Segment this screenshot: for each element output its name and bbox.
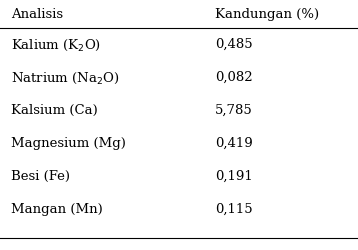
Text: Kalium (K$_2$O): Kalium (K$_2$O) bbox=[11, 38, 101, 53]
Text: Kandungan (%): Kandungan (%) bbox=[215, 8, 319, 21]
Text: Magnesium (Mg): Magnesium (Mg) bbox=[11, 137, 126, 150]
Text: 0,082: 0,082 bbox=[215, 71, 252, 84]
Text: 0,191: 0,191 bbox=[215, 170, 252, 183]
Text: Kalsium (Ca): Kalsium (Ca) bbox=[11, 104, 97, 117]
Text: 0,419: 0,419 bbox=[215, 137, 252, 150]
Text: 0,485: 0,485 bbox=[215, 38, 252, 51]
Text: 0,115: 0,115 bbox=[215, 203, 252, 216]
Text: Natrium (Na$_2$O): Natrium (Na$_2$O) bbox=[11, 71, 120, 86]
Text: Analisis: Analisis bbox=[11, 8, 63, 21]
Text: Mangan (Mn): Mangan (Mn) bbox=[11, 203, 102, 216]
Text: Besi (Fe): Besi (Fe) bbox=[11, 170, 70, 183]
Text: 5,785: 5,785 bbox=[215, 104, 252, 117]
